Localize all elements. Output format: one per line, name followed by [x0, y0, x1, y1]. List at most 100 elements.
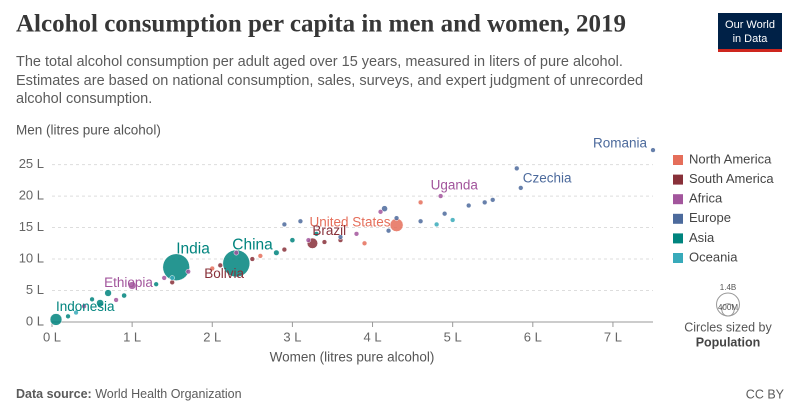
legend-swatch: [673, 233, 683, 244]
data-point: [417, 199, 424, 206]
logo-text: in Data: [733, 33, 769, 45]
data-point: [281, 246, 288, 253]
data-point: [321, 239, 328, 245]
data-point: [96, 299, 104, 307]
legend-label: Oceania: [689, 249, 738, 264]
data-point: [337, 234, 344, 240]
y-tick-label: 5 L: [26, 282, 44, 297]
data-point: [257, 253, 263, 259]
data-point: [442, 211, 448, 217]
x-tick-label: 1 L: [123, 329, 141, 344]
legend-swatch: [673, 155, 683, 165]
data-point: [305, 237, 312, 243]
data-point: [128, 281, 137, 290]
data-point: [49, 313, 63, 326]
data-point: [297, 218, 304, 224]
y-axis-title: Men (litres pure alcohol): [16, 123, 161, 138]
y-tick-label: 20 L: [19, 188, 44, 203]
size-legend-title: Population: [696, 335, 761, 349]
data-point: [417, 218, 424, 224]
source: Data source: World Health Organization: [16, 387, 242, 401]
data-point: [377, 209, 384, 215]
data-point: [89, 296, 95, 302]
subtitle-line: alcohol consumption.: [16, 91, 152, 107]
x-tick-label: 5 L: [444, 329, 462, 344]
size-legend-title: Circles sized by: [684, 320, 772, 334]
data-point: [153, 281, 159, 287]
x-tick-label: 7 L: [604, 329, 622, 344]
point-label: United States: [310, 215, 391, 230]
data-point: [249, 256, 255, 262]
data-point: [233, 250, 239, 256]
data-point: [514, 165, 520, 172]
source-text: World Health Organization: [95, 387, 241, 401]
data-point: [209, 265, 215, 272]
data-point: [81, 303, 87, 309]
chart-title: Alcohol consumption per capita in men an…: [16, 11, 626, 38]
legend-swatch: [673, 194, 683, 205]
data-point: [104, 289, 112, 297]
data-point: [381, 205, 388, 212]
logo-text: Our World: [725, 19, 775, 31]
data-point: [466, 202, 472, 209]
data-point: [185, 268, 191, 275]
logo: Our World in Data: [718, 13, 782, 52]
data-point: [121, 292, 127, 299]
legend-swatch: [673, 253, 683, 263]
legend-label: Europe: [689, 210, 731, 225]
data-point: [273, 249, 280, 256]
data-point: [281, 221, 288, 228]
subtitle-line: Estimates are based on national consumpt…: [16, 73, 643, 89]
legend-label: Asia: [689, 230, 715, 245]
point-label: Czechia: [523, 170, 572, 185]
data-point: [433, 221, 440, 228]
legend-swatch: [673, 213, 683, 224]
point-label: Romania: [593, 136, 648, 151]
point-label: Indonesia: [56, 299, 115, 314]
data-point: [73, 309, 79, 316]
data-point: [289, 237, 296, 243]
point-label: Bolivia: [204, 266, 244, 281]
subtitle-line: The total alcohol consumption per adult …: [16, 54, 623, 70]
size-legend-label: 1.4B: [720, 283, 736, 292]
size-legend-label: 400M: [718, 303, 738, 312]
x-axis-title: Women (litres pure alcohol): [270, 350, 435, 365]
point-label: India: [176, 240, 210, 257]
data-point: [393, 215, 400, 221]
point-label: Uganda: [431, 178, 479, 193]
x-tick-label: 0 L: [43, 329, 61, 344]
data-point: [65, 313, 71, 319]
x-tick-label: 6 L: [524, 329, 542, 344]
data-point: [217, 262, 223, 268]
x-tick-label: 4 L: [363, 329, 381, 344]
data-point: [518, 185, 524, 191]
y-tick-label: 10 L: [19, 250, 44, 265]
legend-label: Africa: [689, 191, 723, 206]
data-point: [361, 240, 368, 246]
logo-stripe: [718, 49, 782, 52]
legend-label: South America: [689, 171, 774, 186]
data-point: [450, 217, 456, 223]
point-label: China: [232, 237, 273, 254]
x-tick-label: 3 L: [283, 329, 301, 344]
data-point: [482, 199, 488, 206]
data-point: [353, 231, 360, 237]
size-legend-circle: [721, 303, 735, 317]
data-point: [490, 197, 496, 203]
data-point: [222, 249, 251, 278]
point-label: Ethiopia: [104, 275, 153, 290]
data-point: [650, 147, 656, 153]
logo-box: [718, 13, 782, 51]
data-point: [385, 228, 392, 234]
data-point: [437, 193, 444, 199]
y-tick-label: 0 L: [26, 313, 44, 328]
x-tick-label: 2 L: [203, 329, 221, 344]
y-tick-label: 25 L: [19, 156, 44, 171]
y-tick-label: 15 L: [19, 219, 44, 234]
legend-label: North America: [689, 151, 772, 166]
source-label: Data source:: [16, 387, 92, 401]
point-label: Brazil: [312, 223, 346, 238]
data-point: [313, 231, 320, 237]
data-point: [113, 297, 119, 303]
